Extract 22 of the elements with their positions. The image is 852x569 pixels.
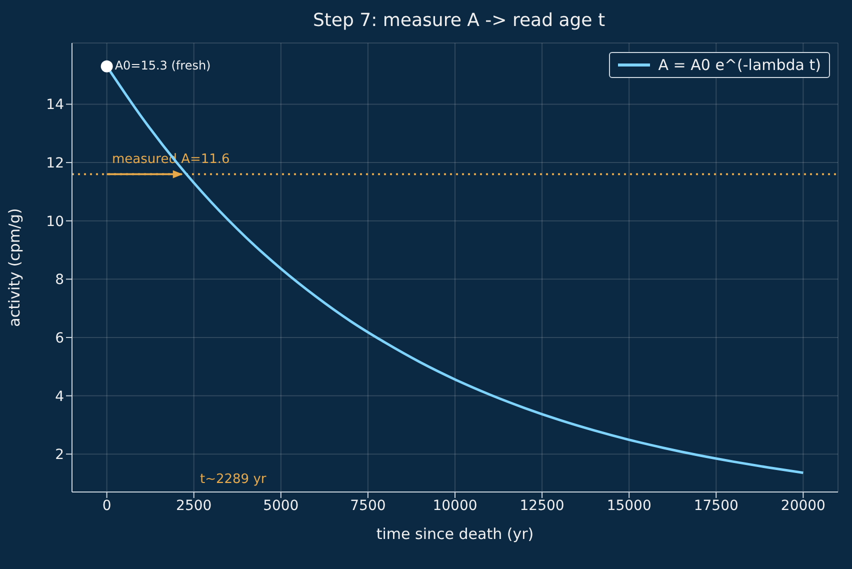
- y-tick-label: 4: [55, 388, 64, 405]
- x-tick-label: 10000: [432, 498, 478, 514]
- x-tick-label: 2500: [176, 498, 212, 514]
- y-tick-label: 6: [55, 330, 64, 346]
- y-tick-label: 10: [46, 214, 64, 230]
- x-tick-label: 15000: [606, 498, 652, 514]
- y-axis-title: activity (cpm/g): [5, 208, 24, 327]
- annotation: t~2289 yr: [200, 472, 266, 487]
- legend-label: A = A0 e^(-lambda t): [658, 56, 821, 74]
- x-tick-label: 20000: [780, 498, 826, 514]
- y-tick-label: 12: [46, 156, 64, 172]
- y-tick-label: 8: [55, 272, 64, 288]
- annotation: A0=15.3 (fresh): [114, 58, 211, 73]
- chart-title: Step 7: measure A -> read age t: [312, 10, 606, 31]
- x-tick-label: 17500: [694, 498, 738, 514]
- x-tick-label: 12500: [520, 498, 564, 514]
- y-tick-label: 2: [55, 447, 64, 464]
- x-tick-label: 0: [102, 498, 112, 514]
- x-tick-label: 7500: [350, 498, 386, 514]
- y-tick-label: 14: [46, 97, 64, 114]
- x-axis-title: time since death (yr): [376, 525, 534, 543]
- x-tick-label: 5000: [263, 498, 299, 514]
